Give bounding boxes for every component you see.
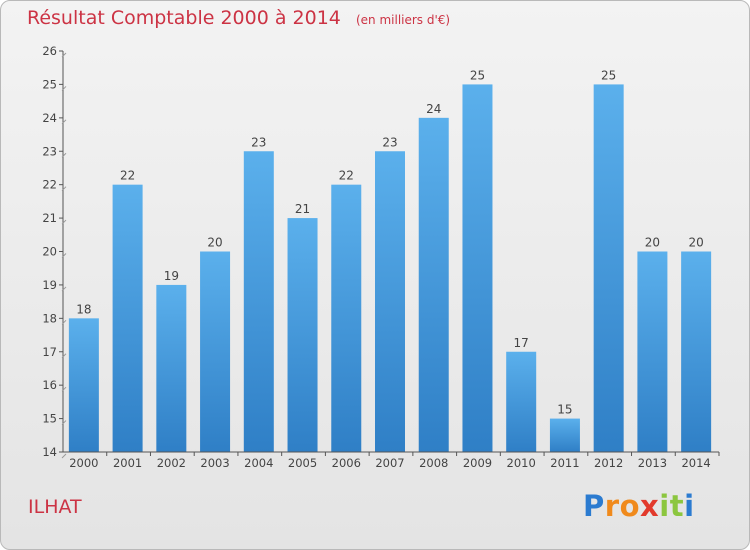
x-tick-label: 2009: [463, 456, 492, 470]
bar: [200, 251, 231, 452]
y-tick-label: 15: [42, 412, 57, 426]
bar: [331, 184, 362, 452]
x-tick-label: 2003: [200, 456, 229, 470]
x-tick-label: 2011: [550, 456, 579, 470]
bar-value-label: 20: [645, 236, 660, 250]
bars: 18 22 19 20 23 21 22 23 24 25 17 15 25 20 20: [68, 68, 712, 453]
logo-letter: t: [669, 489, 685, 523]
logo-letter: i: [659, 489, 670, 523]
y-axis-hatch: [61, 386, 67, 392]
bar: [593, 84, 624, 453]
y-tick-label: 19: [42, 278, 57, 292]
bar: [375, 151, 405, 452]
y-axis-hatch: [61, 219, 67, 225]
x-tick-label: 2005: [288, 456, 317, 470]
logo-letter: o: [619, 489, 641, 523]
y-tick-label: 24: [42, 111, 57, 125]
bar-value-label: 21: [295, 202, 310, 216]
y-axis-hatch: [61, 86, 67, 91]
bar-value-label: 25: [470, 68, 485, 82]
y-axis-hatch: [61, 353, 67, 359]
bar-value-label: 18: [76, 302, 91, 316]
bar-value-label: 20: [207, 236, 222, 250]
y-axis-hatch: [61, 186, 67, 192]
logo-letter: x: [640, 489, 660, 523]
bar-value-label: 22: [120, 169, 135, 183]
chart-title-main: Résultat Comptable 2000 à 2014: [27, 7, 341, 29]
bar: [68, 318, 99, 452]
bar-value-label: 24: [426, 102, 441, 116]
y-axis-hatch: [61, 286, 67, 292]
logo-letter: r: [604, 489, 620, 523]
bar-value-label: 23: [382, 135, 397, 149]
y-tick-label: 25: [42, 77, 57, 91]
bar-value-label: 23: [251, 135, 266, 149]
proxiti-logo: Proxiti: [583, 489, 695, 523]
x-tick-label: 2012: [594, 456, 623, 470]
y-axis-hatch: [61, 152, 67, 158]
bar: [506, 351, 537, 452]
bar-value-label: 17: [514, 336, 529, 350]
x-tick-label: 2001: [113, 456, 142, 470]
x-tick-label: 2013: [638, 456, 667, 470]
bar-value-label: 22: [339, 169, 354, 183]
bar-value-label: 25: [601, 68, 616, 82]
x-tick-label: 2006: [332, 456, 361, 470]
chart-title-unit: (en milliers d'€): [355, 13, 451, 27]
bar: [549, 418, 580, 452]
y-tick-label: 21: [42, 211, 57, 225]
y-tick-label: 14: [42, 445, 57, 459]
x-axis: 2000 2001 2002 2003 2004 2005 2006 2007 2008 2009…: [63, 451, 720, 470]
bar: [681, 251, 712, 452]
x-tick-label: 2004: [244, 456, 273, 470]
y-tick-label: 26: [42, 44, 57, 58]
commune-name: ILHAT: [28, 496, 82, 518]
bar: [287, 218, 318, 452]
x-tick-label: 2007: [375, 456, 404, 470]
x-tick-label: 2002: [157, 456, 186, 470]
bar: [156, 284, 187, 452]
bar: [112, 184, 143, 452]
y-axis-hatch: [61, 319, 67, 325]
bar-value-label: 20: [688, 236, 703, 250]
bar: [637, 251, 668, 452]
logo-letter: P: [583, 489, 605, 523]
y-tick-label: 16: [42, 378, 57, 392]
bar-value-label: 15: [557, 403, 572, 417]
x-tick-label: 2010: [507, 456, 536, 470]
y-tick-label: 23: [42, 144, 57, 158]
logo-letter: i: [684, 489, 695, 523]
y-axis: 14 15 16 17 18 19 20 21 22 23 24 25 26: [42, 44, 67, 459]
bar: [462, 84, 493, 453]
bar: [418, 117, 449, 452]
x-tick-label: 2000: [69, 456, 98, 470]
y-tick-label: 22: [42, 178, 57, 192]
y-tick-label: 18: [42, 311, 57, 325]
chart-title: Résultat Comptable 2000 à 2014 (en milli…: [27, 7, 450, 29]
bar-value-label: 19: [164, 269, 179, 283]
y-axis-hatch: [61, 119, 67, 125]
y-tick-label: 17: [42, 345, 57, 359]
y-tick-label: 20: [42, 245, 57, 259]
x-tick-label: 2014: [681, 456, 710, 470]
y-axis-hatch: [61, 253, 67, 258]
y-axis-hatch: [61, 52, 67, 58]
y-axis-hatch: [61, 453, 67, 459]
bar: [243, 151, 274, 452]
x-tick-label: 2008: [419, 456, 448, 470]
y-axis-hatch: [61, 420, 67, 425]
